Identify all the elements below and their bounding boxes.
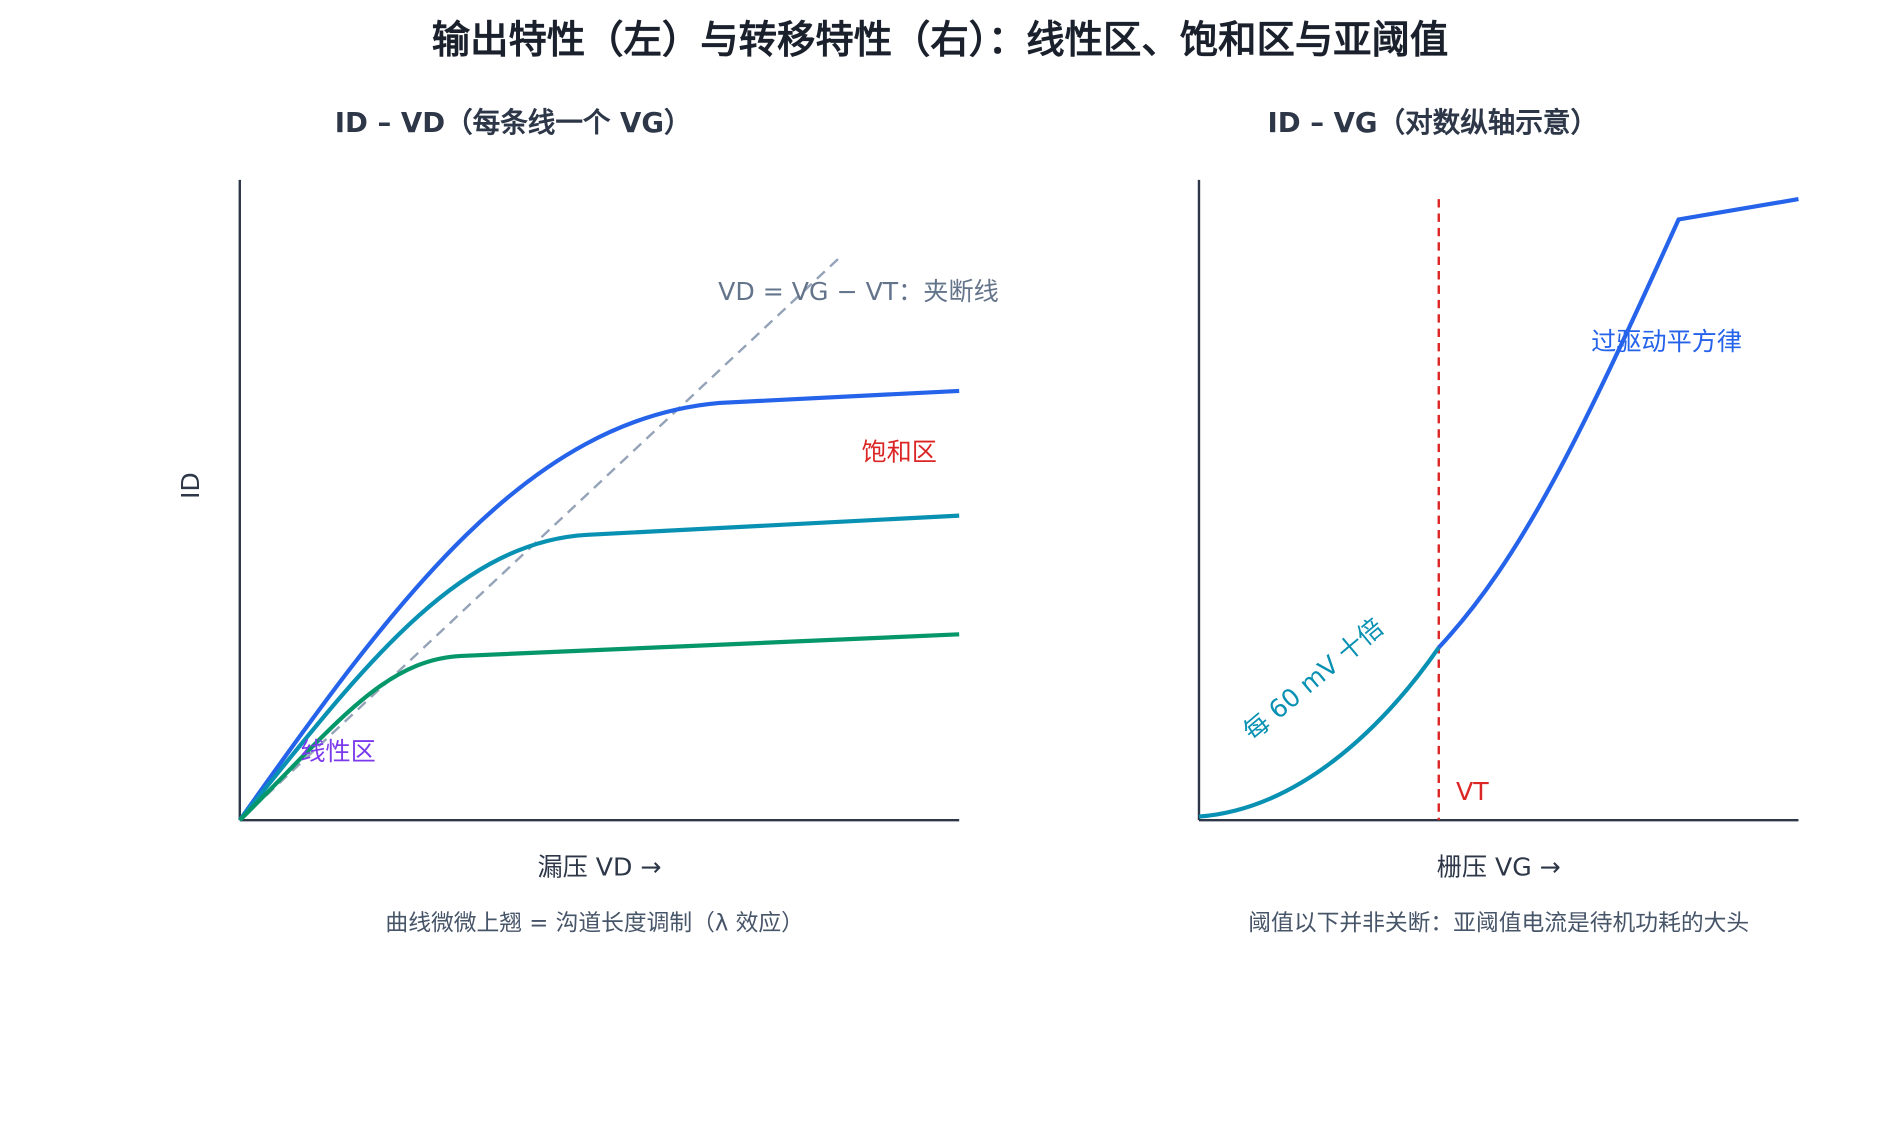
saturation-label: 饱和区 xyxy=(861,437,936,466)
curve-high-vg xyxy=(238,388,960,822)
overdrive-label: 过驱动平方律 xyxy=(1591,327,1742,356)
threshold-label: VT xyxy=(1456,777,1489,806)
linear-label: 线性区 xyxy=(300,737,375,766)
panel-title: ID – VG（对数纵轴示意） xyxy=(1267,106,1598,139)
x-axis-label: 漏压 VD → xyxy=(538,852,662,881)
curve-mid-vg xyxy=(238,513,960,822)
panel-title: ID – VD（每条线一个 VG） xyxy=(335,106,692,139)
main-title: 输出特性（左）与转移特性（右）：线性区、饱和区与亚阈值 xyxy=(432,18,1449,63)
panel-note: 曲线微微上翘 = 沟道长度调制（λ 效应） xyxy=(385,910,804,936)
pinch-off-line xyxy=(238,256,841,822)
overdrive-curve xyxy=(1437,197,1799,649)
y-axis-label: ID xyxy=(176,472,205,499)
pinch-off-label: VD = VG − VT：夹断线 xyxy=(718,277,999,306)
curve-low-vg xyxy=(238,632,960,822)
subthreshold-label: 每 60 mV 十倍 xyxy=(1238,613,1389,747)
subthreshold-curve xyxy=(1198,646,1441,819)
x-axis-label: 栅压 VG → xyxy=(1437,852,1561,881)
panel-note: 阈值以下并非关断：亚阈值电流是待机功耗的大头 xyxy=(1248,910,1749,936)
